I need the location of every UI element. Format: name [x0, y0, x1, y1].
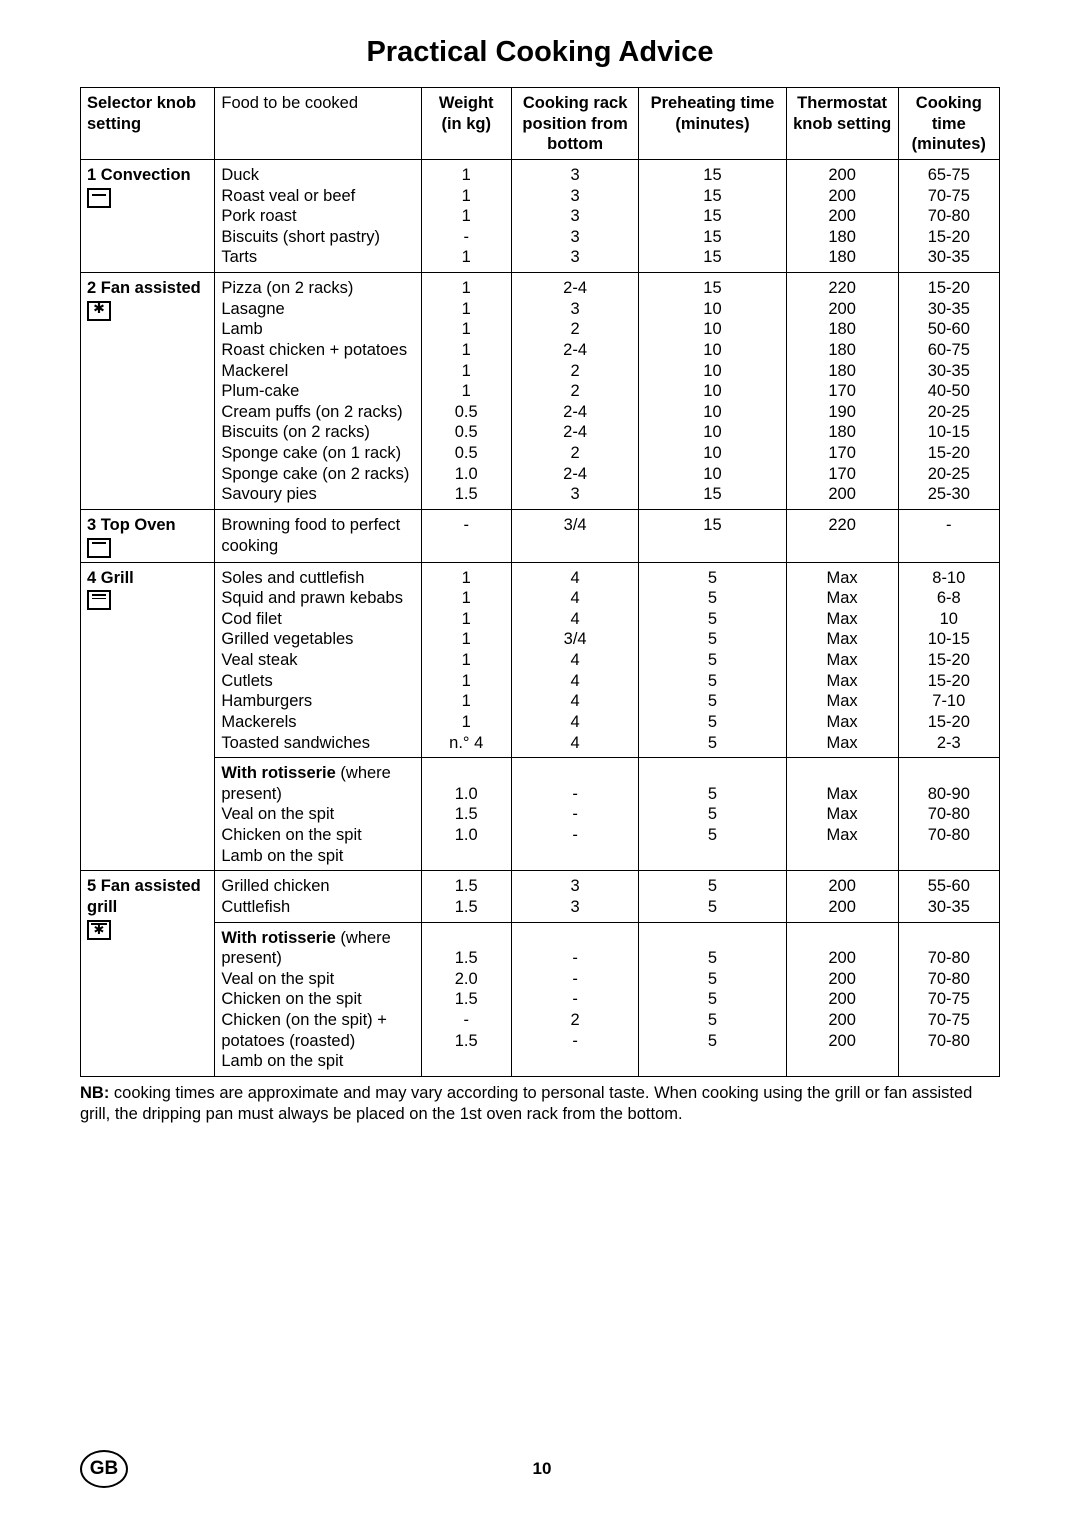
rack-cell: 33333 — [511, 159, 638, 272]
food-cell: Grilled chickenCuttlefish — [215, 871, 421, 922]
top-icon — [87, 538, 111, 558]
time-cell: 8-106-81010-1515-2015-207-1015-202-3 — [898, 562, 999, 758]
header-row: Selector knob setting Food to be cooked … — [81, 88, 1000, 160]
food-cell: Browning food to perfect cooking — [215, 509, 421, 562]
weight-cell: 111-1 — [421, 159, 511, 272]
rack-cell: 33 — [511, 871, 638, 922]
preheat-cell: 555555555 — [639, 562, 786, 758]
rack-cell: --- — [511, 758, 638, 871]
thermostat-cell: MaxMaxMax — [786, 758, 898, 871]
nb-text: cooking times are approximate and may va… — [80, 1084, 972, 1123]
thermostat-cell: 200200 — [786, 871, 898, 922]
selector-cell: 1 Convection — [81, 159, 215, 272]
weight-cell: 1111110.50.50.51.01.5 — [421, 273, 511, 510]
food-cell: Pizza (on 2 racks)LasagneLambRoast chick… — [215, 273, 421, 510]
nb-bold: NB: — [80, 1084, 109, 1102]
food-cell: With rotisserie (where present)Veal on t… — [215, 758, 421, 871]
conv-icon — [87, 188, 111, 208]
selector-cell: 2 Fan assisted — [81, 273, 215, 510]
weight-cell: - — [421, 509, 511, 562]
selector-cell: 5 Fan assisted grill — [81, 871, 215, 1077]
preheat-cell: 1515151515 — [639, 159, 786, 272]
time-cell: - — [898, 509, 999, 562]
time-cell: 55-6030-35 — [898, 871, 999, 922]
table-row: With rotisserie (where present)Veal on t… — [81, 922, 1000, 1076]
table-row: 5 Fan assisted grillGrilled chickenCuttl… — [81, 871, 1000, 922]
page: Practical Cooking Advice Selector knob s… — [0, 0, 1080, 1528]
rack-cell: ---2- — [511, 922, 638, 1076]
page-title: Practical Cooking Advice — [80, 36, 1000, 69]
footer: GB 10 — [80, 1450, 1000, 1488]
thermostat-cell: MaxMaxMaxMaxMaxMaxMaxMaxMax — [786, 562, 898, 758]
table-row: With rotisserie (where present)Veal on t… — [81, 758, 1000, 871]
thermostat-cell: 200200200200200 — [786, 922, 898, 1076]
fan-icon — [87, 301, 111, 321]
preheat-cell: 15 — [639, 509, 786, 562]
col-food: Food to be cooked — [215, 88, 421, 160]
rack-cell: 3/4 — [511, 509, 638, 562]
table-row: 3 Top OvenBrowning food to perfect cooki… — [81, 509, 1000, 562]
col-preheat: Preheating time (minutes) — [639, 88, 786, 160]
preheat-cell: 55555 — [639, 922, 786, 1076]
preheat-cell: 55 — [639, 871, 786, 922]
time-cell: 80-9070-8070-80 — [898, 758, 999, 871]
time-cell: 15-2030-3550-6060-7530-3540-5020-2510-15… — [898, 273, 999, 510]
weight-cell: 1.52.01.5-1.5 — [421, 922, 511, 1076]
preheat-cell: 555 — [639, 758, 786, 871]
time-cell: 65-7570-7570-8015-2030-35 — [898, 159, 999, 272]
col-thermostat: Thermostat knob setting — [786, 88, 898, 160]
selector-cell: 4 Grill — [81, 562, 215, 871]
weight-cell: 1.51.5 — [421, 871, 511, 922]
col-weight: Weight (in kg) — [421, 88, 511, 160]
thermostat-cell: 220 — [786, 509, 898, 562]
table-row: 4 GrillSoles and cuttlefishSquid and pra… — [81, 562, 1000, 758]
col-time: Cooking time (minutes) — [898, 88, 999, 160]
table-row: 2 Fan assistedPizza (on 2 racks)LasagneL… — [81, 273, 1000, 510]
page-number: 10 — [84, 1459, 1000, 1479]
selector-cell: 3 Top Oven — [81, 509, 215, 562]
weight-cell: 11111111n.° 4 — [421, 562, 511, 758]
food-cell: DuckRoast veal or beefPork roastBiscuits… — [215, 159, 421, 272]
rack-cell: 4443/444444 — [511, 562, 638, 758]
col-selector: Selector knob setting — [81, 88, 215, 160]
time-cell: 70-8070-8070-7570-7570-80 — [898, 922, 999, 1076]
nb-note: NB: cooking times are approximate and ma… — [80, 1083, 1000, 1124]
rack-cell: 2-4322-4222-42-422-43 — [511, 273, 638, 510]
fangrill-icon — [87, 920, 111, 940]
food-cell: Soles and cuttlefishSquid and prawn keba… — [215, 562, 421, 758]
table-row: 1 ConvectionDuckRoast veal or beefPork r… — [81, 159, 1000, 272]
cooking-table: Selector knob setting Food to be cooked … — [80, 87, 1000, 1077]
preheat-cell: 1510101010101010101015 — [639, 273, 786, 510]
col-rack: Cooking rack position from bottom — [511, 88, 638, 160]
weight-cell: 1.01.51.0 — [421, 758, 511, 871]
thermostat-cell: 200200200180180 — [786, 159, 898, 272]
thermostat-cell: 220200180180180170190180170170200 — [786, 273, 898, 510]
grill-icon — [87, 590, 111, 610]
food-cell: With rotisserie (where present)Veal on t… — [215, 922, 421, 1076]
